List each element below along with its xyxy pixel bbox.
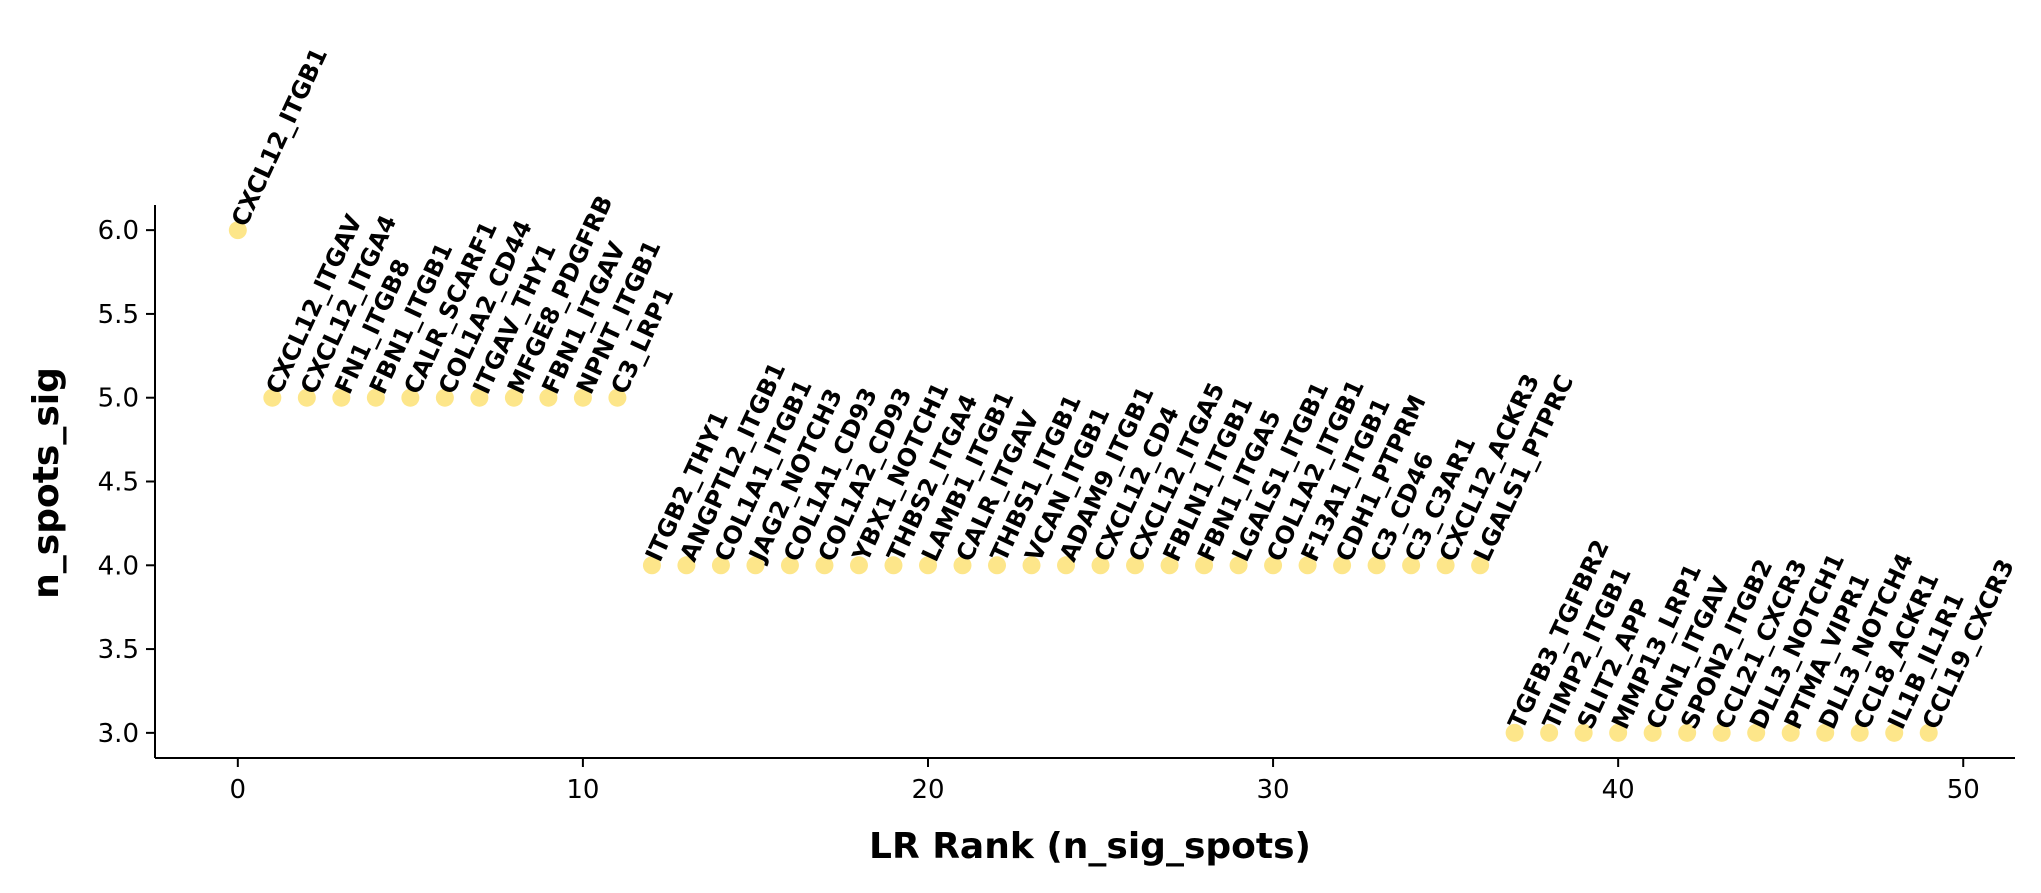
data-point: [1678, 723, 1697, 742]
data-point: [1022, 556, 1041, 575]
data-point: [953, 556, 972, 575]
x-axis-title: LR Rank (n_sig_spots): [869, 826, 1311, 867]
y-tick-label: 4.0: [98, 551, 139, 581]
data-point: [263, 388, 282, 407]
data-point: [366, 388, 385, 407]
y-tick-label: 4.5: [98, 468, 139, 498]
data-point: [1057, 556, 1076, 575]
data-point: [918, 556, 937, 575]
data-point: [608, 388, 627, 407]
data-point: [1781, 723, 1800, 742]
points-layer: [228, 221, 1938, 742]
data-point: [1367, 556, 1386, 575]
x-tick-label: 0: [230, 775, 247, 805]
data-point: [1885, 723, 1904, 742]
data-point: [1333, 556, 1352, 575]
data-point: [1298, 556, 1317, 575]
data-point: [1436, 556, 1455, 575]
y-tick-label: 5.0: [98, 384, 139, 414]
data-point: [780, 556, 799, 575]
x-tick-label: 30: [1257, 775, 1290, 805]
data-point: [1402, 556, 1421, 575]
data-point: [1264, 556, 1283, 575]
data-point: [711, 556, 730, 575]
data-point: [1160, 556, 1179, 575]
data-point: [849, 556, 868, 575]
y-axis-title: n_spots_sig: [26, 367, 67, 599]
data-point: [677, 556, 696, 575]
data-point: [642, 556, 661, 575]
data-point: [746, 556, 765, 575]
x-tick-label: 20: [911, 775, 944, 805]
data-point: [988, 556, 1007, 575]
data-point: [1471, 556, 1490, 575]
y-tick-label: 5.5: [98, 300, 139, 330]
data-point: [1643, 723, 1662, 742]
data-point: [1091, 556, 1110, 575]
data-point: [1816, 723, 1835, 742]
y-tick-label: 3.5: [98, 635, 139, 665]
data-point: [1919, 723, 1938, 742]
x-tick-label: 10: [566, 775, 599, 805]
y-tick-label: 6.0: [98, 216, 139, 246]
data-point: [1574, 723, 1593, 742]
y-tick-label: 3.0: [98, 719, 139, 749]
point-label: CXCL12_ITGB1: [226, 43, 333, 230]
data-point: [1850, 723, 1869, 742]
data-point: [1712, 723, 1731, 742]
point-labels-layer: CXCL12_ITGB1CXCL12_ITGAVCXCL12_ITGA4FN1_…: [226, 43, 2020, 733]
data-point: [470, 388, 489, 407]
data-point: [332, 388, 351, 407]
data-point: [884, 556, 903, 575]
data-point: [1747, 723, 1766, 742]
data-point: [1505, 723, 1524, 742]
ticks-layer: 0 10 20 30 40 50 3.0 3.5 4.0 4.5 5.0 5.5 6.0: [98, 216, 1980, 805]
data-point: [1609, 723, 1628, 742]
data-point: [815, 556, 834, 575]
data-point: [435, 388, 454, 407]
data-point: [573, 388, 592, 407]
data-point: [1126, 556, 1145, 575]
data-point: [1229, 556, 1248, 575]
data-point: [504, 388, 523, 407]
data-point: [297, 388, 316, 407]
x-tick-label: 40: [1602, 775, 1635, 805]
data-point: [228, 221, 247, 240]
data-point: [1540, 723, 1559, 742]
data-point: [401, 388, 420, 407]
x-tick-label: 50: [1947, 775, 1980, 805]
data-point: [539, 388, 558, 407]
data-point: [1195, 556, 1214, 575]
